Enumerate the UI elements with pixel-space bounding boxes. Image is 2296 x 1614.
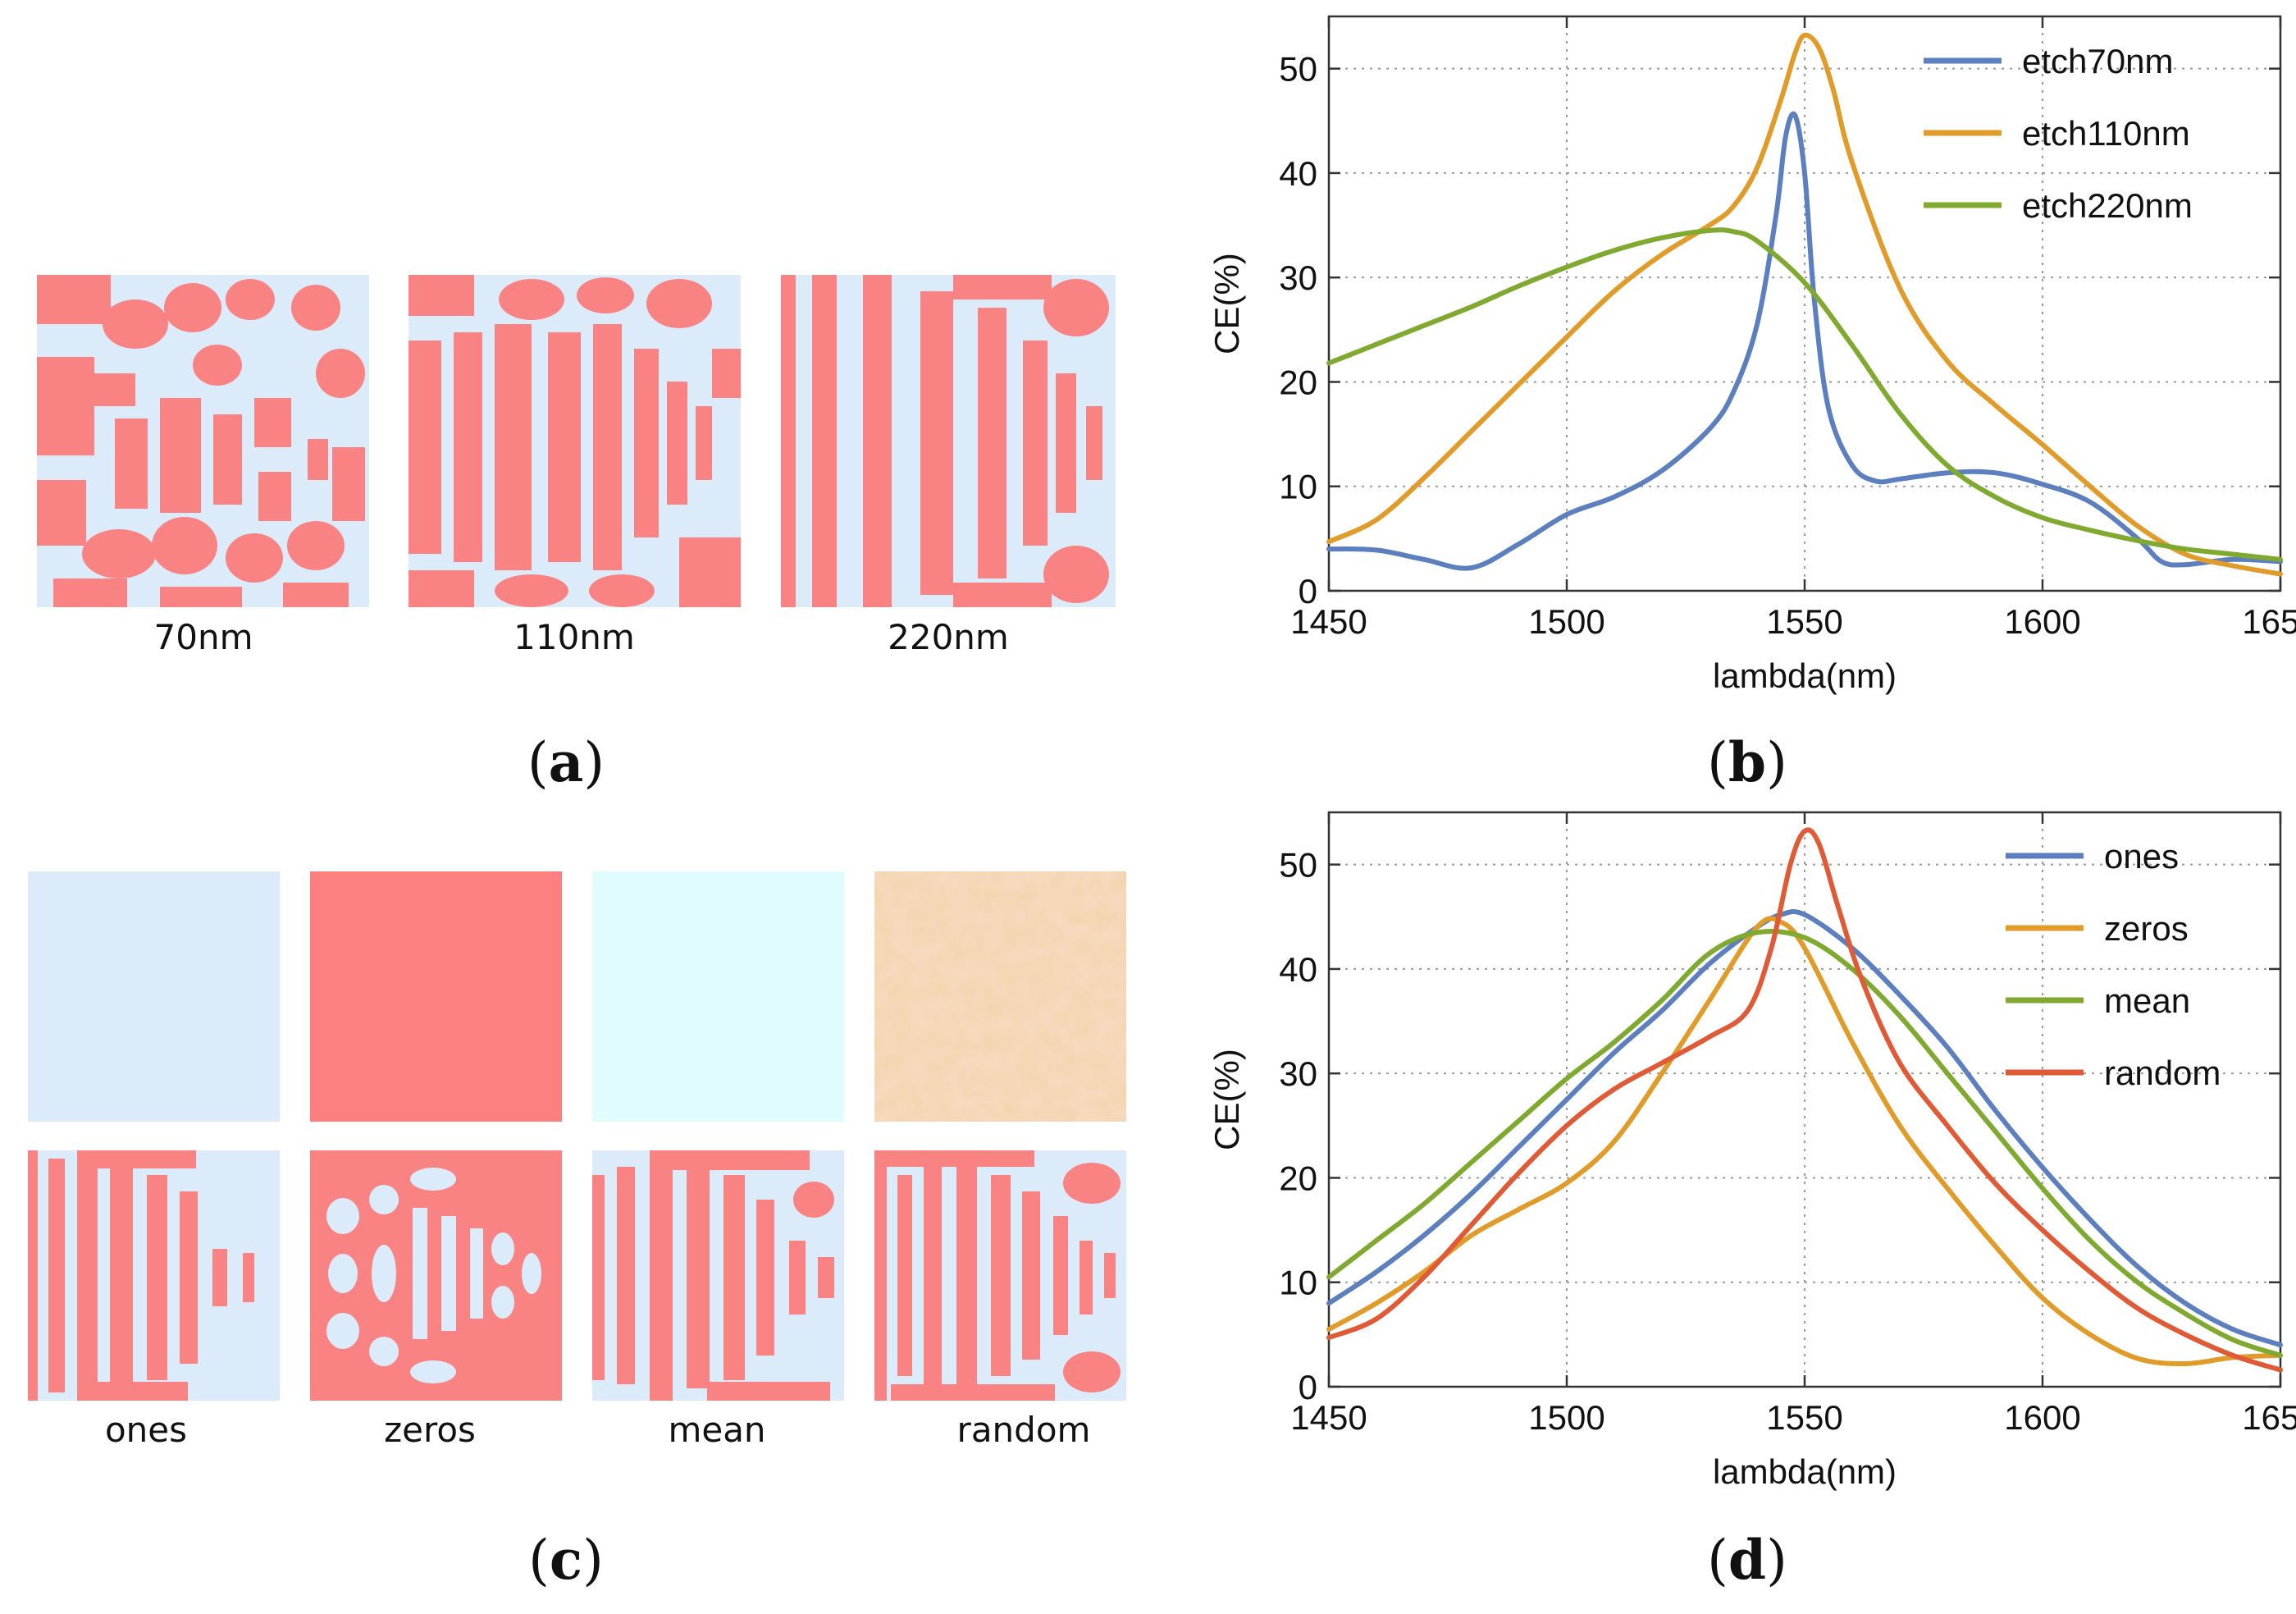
result-zeros [310, 1150, 562, 1401]
legend-label-etch110nm: etch110nm [2022, 114, 2190, 153]
result-mean [592, 1150, 844, 1401]
pattern-70nm [37, 275, 369, 607]
series-line-ones [1326, 909, 2283, 1348]
result-random-silicon [874, 1150, 1121, 1401]
x-tick-label: 1450 [1290, 602, 1367, 641]
x-tick-label: 1500 [1528, 602, 1604, 641]
panel-label-a: (a) [527, 730, 605, 794]
legend: ones zeros mean random [2006, 837, 2221, 1092]
caption-ones: ones [104, 1410, 188, 1450]
init-random [874, 871, 1126, 1122]
caption-110nm: 110nm [514, 617, 635, 657]
panel-label-b: (b) [1707, 730, 1787, 794]
pattern-220nm [781, 275, 1116, 607]
grid [1328, 16, 2281, 592]
result-ones-silicon [28, 1150, 254, 1401]
panel-label-d-letter: d [1728, 1528, 1767, 1592]
x-axis-label: lambda(nm) [1713, 1452, 1897, 1491]
x-tick-label: 1600 [2004, 1398, 2080, 1437]
result-random [874, 1150, 1126, 1401]
y-axis-label: CE(%) [1207, 1049, 1246, 1150]
legend: etch70nm etch110nm etch220nm [1924, 42, 2193, 225]
y-tick-label: 40 [1279, 950, 1317, 989]
result-ones [28, 1150, 280, 1401]
pattern-70nm-silicon [37, 275, 365, 607]
panel-label-a-letter: a [548, 730, 584, 794]
x-tick-label: 1600 [2004, 602, 2080, 641]
x-tick-label: 1500 [1528, 1398, 1604, 1437]
x-tick-label: 1550 [1766, 1398, 1842, 1437]
series-line-etch220nm [1326, 227, 2283, 562]
grid [1328, 812, 2281, 1388]
series-line-mean [1326, 928, 2283, 1358]
pattern-220nm-silicon [781, 275, 1109, 607]
y-tick-label: 10 [1279, 468, 1317, 506]
init-mean [592, 871, 844, 1122]
y-tick-label: 50 [1279, 50, 1317, 89]
caption-mean: mean [668, 1410, 766, 1450]
panel-label-d: (d) [1707, 1528, 1787, 1592]
init-random-noise [874, 871, 1126, 1122]
y-tick-label: 30 [1279, 258, 1317, 297]
caption-220nm: 220nm [888, 617, 1009, 657]
legend-label-random: random [2104, 1054, 2221, 1092]
init-ones [28, 871, 280, 1122]
legend-label-zeros: zeros [2104, 909, 2189, 948]
x-tick-label: 1450 [1290, 1398, 1367, 1437]
caption-70nm: 70nm [153, 617, 253, 657]
pattern-110nm [409, 275, 741, 607]
y-tick-label: 20 [1279, 1159, 1317, 1197]
series-line-etch70nm [1326, 111, 2283, 571]
y-tick-label: 10 [1279, 1264, 1317, 1302]
x-tick-label: 1550 [1766, 602, 1842, 641]
legend-label-ones: ones [2104, 837, 2179, 876]
series-line-zeros [1326, 916, 2283, 1367]
y-tick-label: 30 [1279, 1054, 1317, 1093]
panel-label-c: (c) [528, 1528, 604, 1592]
legend-label-etch70nm: etch70nm [2022, 42, 2173, 80]
legend-label-etch220nm: etch220nm [2022, 186, 2193, 225]
y-tick-label: 40 [1279, 154, 1317, 193]
series-line-etch110nm [1326, 32, 2283, 577]
pattern-110nm-silicon [409, 275, 741, 607]
caption-random: random [956, 1410, 1091, 1450]
series-line-random [1326, 827, 2283, 1373]
x-axis-label: lambda(nm) [1713, 656, 1897, 695]
caption-zeros: zeros [384, 1410, 476, 1450]
y-tick-label: 0 [1299, 572, 1317, 610]
y-axis-label: CE(%) [1207, 253, 1246, 354]
legend-label-mean: mean [2104, 981, 2190, 1020]
panel-label-c-letter: c [549, 1528, 583, 1592]
init-zeros [310, 871, 562, 1122]
y-tick-label: 0 [1299, 1368, 1317, 1406]
y-tick-label: 20 [1279, 363, 1317, 401]
y-tick-label: 50 [1279, 846, 1317, 885]
panel-label-b-letter: b [1728, 730, 1767, 794]
result-mean-silicon [592, 1150, 834, 1401]
result-zeros-oxide [326, 1168, 541, 1383]
